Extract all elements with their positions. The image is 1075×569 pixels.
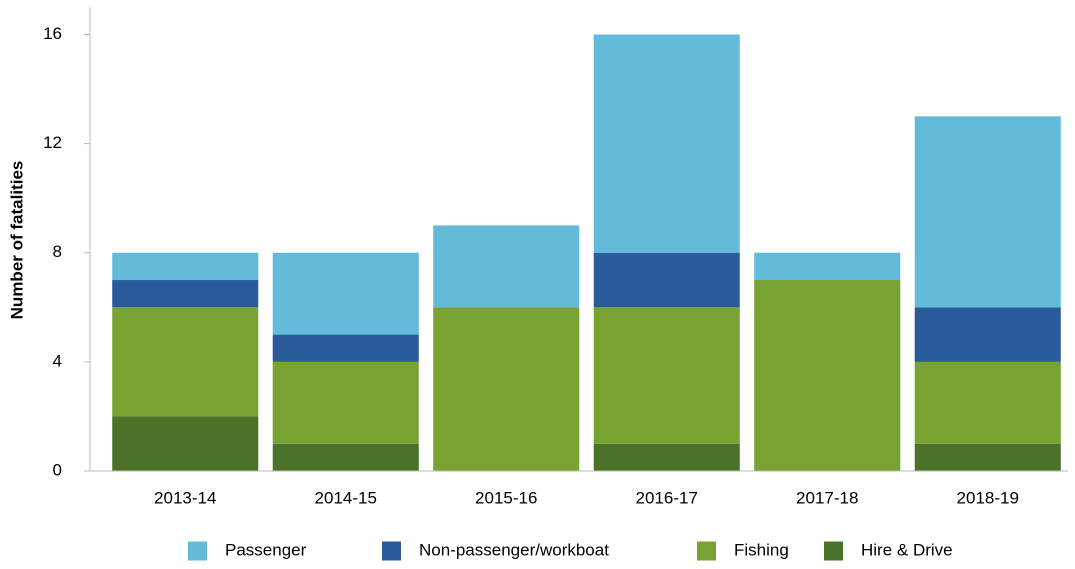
bar-segment [754,252,901,281]
bar-segment [112,416,259,471]
legend-label: Fishing [734,540,789,559]
legend-swatch [188,541,207,561]
legend-label: Passenger [225,540,307,559]
legend-swatch [697,541,716,561]
x-tick-label: 2014-15 [315,488,377,507]
legend-label: Non-passenger/workboat [419,540,609,559]
bar-segment [914,116,1061,308]
y-tick-label: 8 [53,242,62,261]
legend-label: Hire & Drive [861,540,953,559]
legend-swatch [382,541,401,561]
bar-segment [112,307,259,417]
bar-segment [914,361,1061,444]
legend-swatch [824,541,843,561]
bar-segment [754,280,901,471]
x-tick-label: 2015-16 [475,488,537,507]
y-tick-label: 16 [43,24,62,43]
bar-segment [593,307,740,444]
bar-segment [272,334,419,362]
bar-segment [272,443,419,471]
bar-segment [433,225,580,308]
y-tick-label: 4 [53,351,62,370]
bar-segment [433,307,580,471]
bar-segment [593,443,740,471]
y-tick-label: 12 [43,133,62,152]
x-tick-label: 2018-19 [957,488,1019,507]
bar-segment [914,307,1061,362]
bar-segment [914,443,1061,471]
x-tick-label: 2016-17 [636,488,698,507]
bar-segment [272,361,419,444]
bar-segment [593,34,740,253]
bar-segment [112,252,259,281]
y-tick-label: 0 [53,460,62,479]
bar-segment [272,252,419,335]
x-tick-label: 2017-18 [796,488,858,507]
bar-segment [112,280,259,308]
y-axis-label: Number of fatalities [7,161,26,320]
bar-segment [593,252,740,308]
x-tick-label: 2013-14 [154,488,216,507]
